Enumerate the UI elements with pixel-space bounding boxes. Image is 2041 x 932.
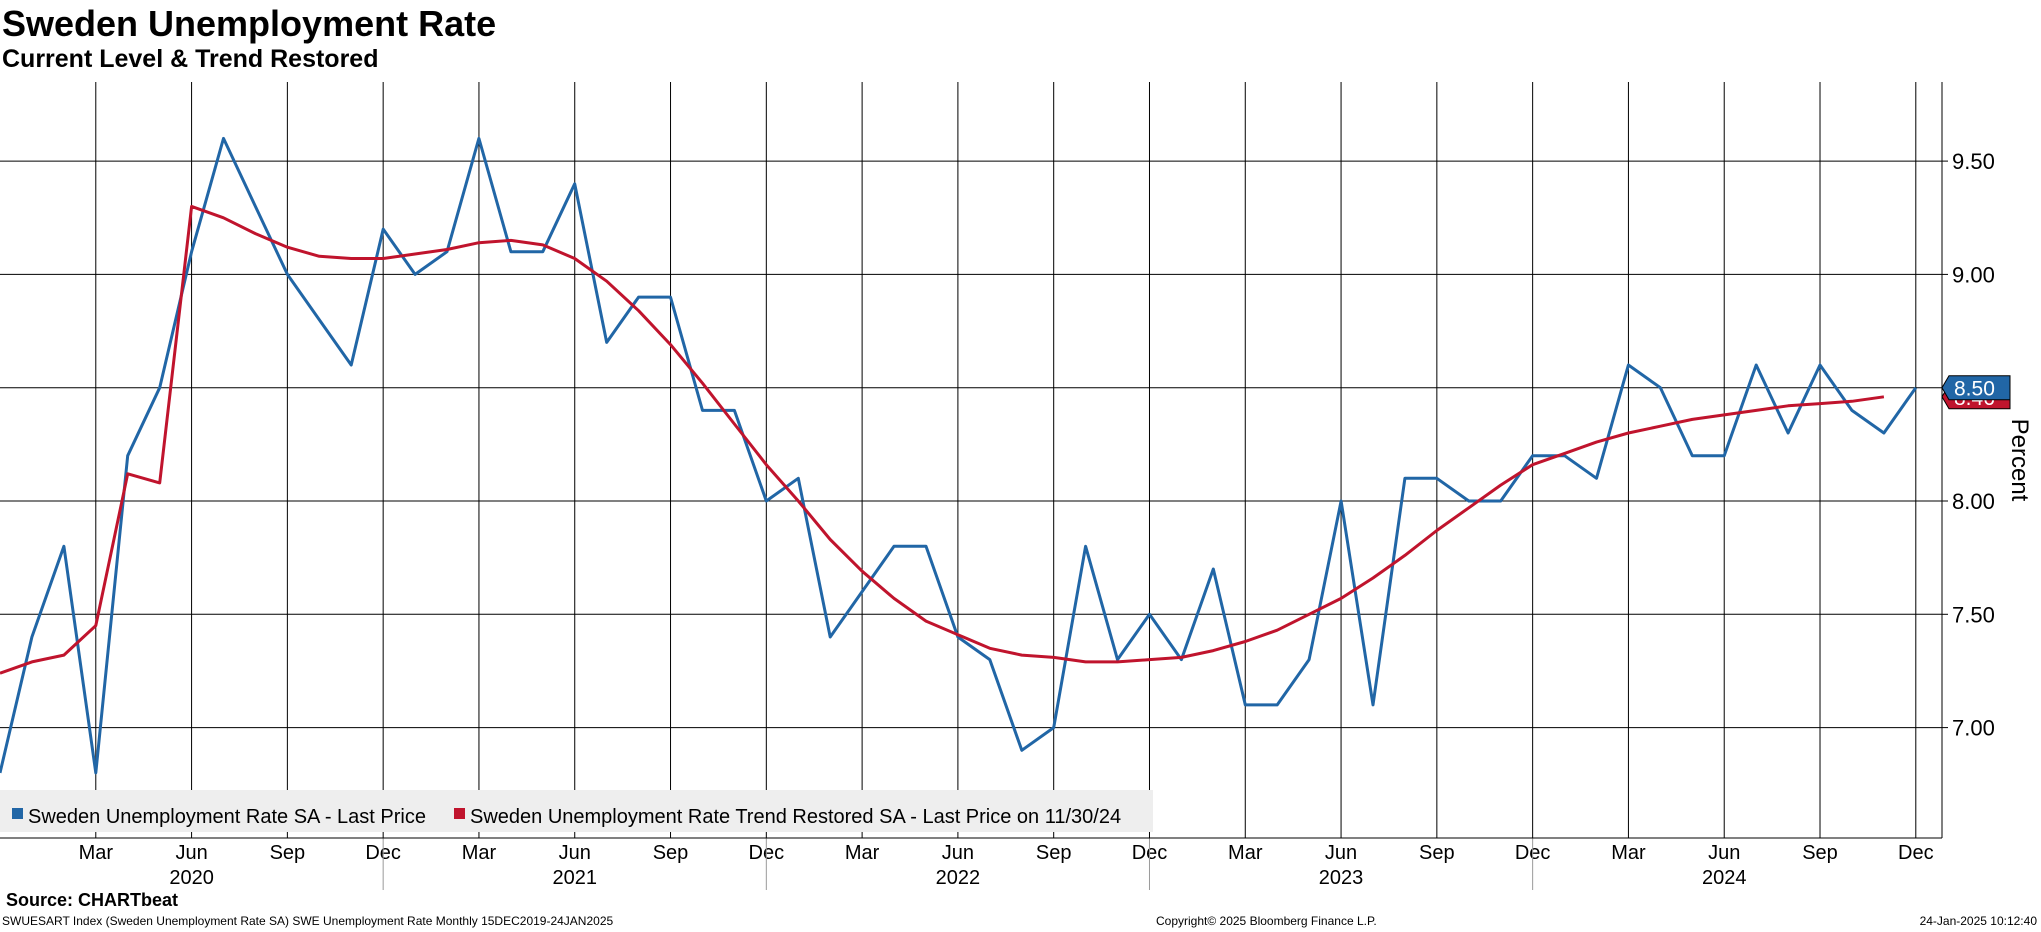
- y-tick-label: 9.50: [1952, 149, 1995, 174]
- last-value-text: 8.50: [1954, 378, 1995, 401]
- x-tick-label: Sep: [653, 842, 689, 864]
- x-year-label: 2021: [552, 867, 597, 889]
- index-description: SWUESART Index (Sweden Unemployment Rate…: [2, 914, 614, 928]
- legend-background: [0, 790, 1153, 832]
- x-tick-label: Mar: [1228, 842, 1263, 864]
- timestamp: 24-Jan-2025 10:12:40: [1919, 914, 2037, 928]
- legend-entry: Sweden Unemployment Rate SA - Last Price: [28, 806, 426, 828]
- x-tick-label: Mar: [845, 842, 880, 864]
- x-tick-label: Jun: [175, 842, 207, 864]
- y-axis-label: Percent: [2006, 419, 2033, 502]
- x-tick-label: Jun: [1325, 842, 1357, 864]
- x-tick-label: Sep: [270, 842, 306, 864]
- legend-swatch: [454, 808, 465, 819]
- x-year-label: 2022: [936, 867, 981, 889]
- chart-subtitle: Current Level & Trend Restored: [2, 45, 379, 73]
- x-tick-label: Jun: [559, 842, 591, 864]
- y-tick-label: 9.00: [1952, 262, 1995, 287]
- x-tick-label: Jun: [942, 842, 974, 864]
- series-lines: [0, 136, 1918, 775]
- last-value-labels: 8.468.50: [1941, 375, 2011, 410]
- x-year-label: 2024: [1702, 867, 1747, 889]
- x-year-label: 2020: [169, 867, 214, 889]
- copyright-note: Copyright© 2025 Bloomberg Finance L.P.: [1156, 914, 1377, 928]
- line-chart: 7.00 7.50 8.00 8.50 9.00 9.50 Mar Jun Sep Dec Mar J…: [0, 82, 2033, 890]
- y-tick-label: 7.00: [1952, 716, 1995, 741]
- grid-lines: [0, 82, 1942, 838]
- legend: Sweden Unemployment Rate SA - Last Price…: [0, 790, 1153, 832]
- x-tick-label: Mar: [462, 842, 497, 864]
- x-tick-label: Jun: [1708, 842, 1740, 864]
- x-tick-label: Mar: [79, 842, 114, 864]
- y-tick-label: 7.50: [1952, 602, 1995, 627]
- series-line-actual: [0, 136, 1918, 775]
- source-note: Source: CHARTbeat: [6, 890, 179, 910]
- x-tick-label: Sep: [1419, 842, 1455, 864]
- x-tick-label: Dec: [1898, 842, 1934, 864]
- x-tick-label: Sep: [1036, 842, 1072, 864]
- last-value-marker: [1941, 375, 2011, 401]
- legend-entry: Sweden Unemployment Rate Trend Restored …: [470, 806, 1121, 828]
- x-year-label: 2023: [1319, 867, 1364, 889]
- x-tick-label: Sep: [1802, 842, 1838, 864]
- chart-title: Sweden Unemployment Rate: [2, 3, 497, 44]
- last-value-label-actual: 8.50: [1941, 375, 2011, 401]
- legend-swatch: [12, 808, 23, 819]
- axes: 7.00 7.50 8.00 8.50 9.00 9.50 Mar Jun Sep Dec Mar J…: [0, 82, 2033, 890]
- y-tick-label: 8.00: [1952, 489, 1995, 514]
- x-tick-label: Mar: [1611, 842, 1646, 864]
- series-line-trend: [0, 204, 1885, 675]
